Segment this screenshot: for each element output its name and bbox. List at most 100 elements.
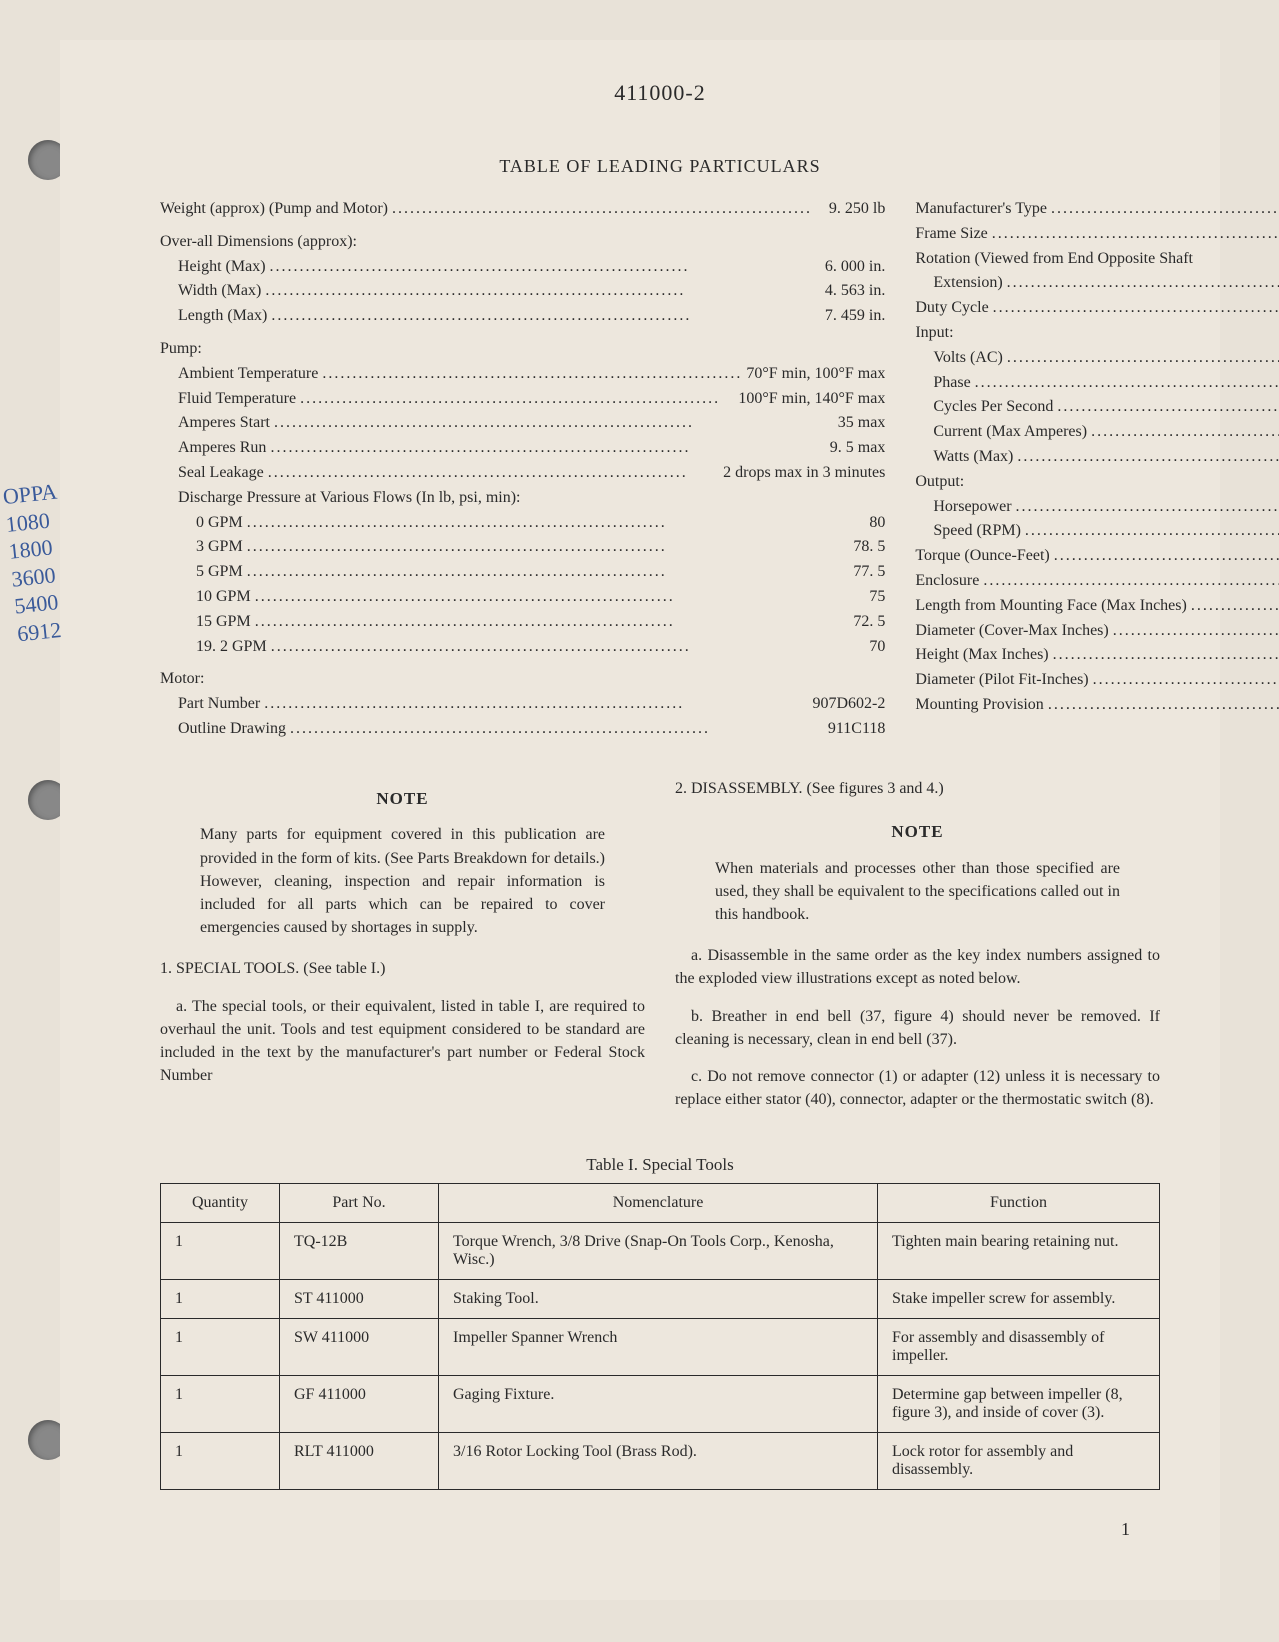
input-label: Input: xyxy=(915,321,1279,346)
spec-value: 2 drops max in 3 minutes xyxy=(723,461,885,486)
spec-label: 10 GPM xyxy=(196,585,251,610)
rotation-label: Rotation (Viewed from End Opposite Shaft xyxy=(915,247,1279,272)
spec-label: Length from Mounting Face (Max Inches) xyxy=(915,594,1186,619)
spec-label: Width (Max) xyxy=(178,279,261,304)
col-quantity: Quantity xyxy=(161,1184,280,1223)
cell-nomen: Gaging Fixture. xyxy=(439,1376,878,1433)
spec-label: Torque (Ounce-Feet) xyxy=(915,544,1049,569)
spec-label: Extension) xyxy=(933,271,1002,296)
cell-partno: RLT 411000 xyxy=(280,1433,439,1490)
cell-nomen: Staking Tool. xyxy=(439,1280,878,1319)
section-2-para-c: c. Do not remove connector (1) or adapte… xyxy=(675,1065,1160,1111)
spec-label: 3 GPM xyxy=(196,535,243,560)
spec-label: Ambient Temperature xyxy=(178,362,318,387)
body-right-col: 2. DISASSEMBLY. (See figures 3 and 4.) N… xyxy=(675,767,1160,1126)
spec-label: Cycles Per Second xyxy=(933,395,1053,420)
cell-qty: 1 xyxy=(161,1280,280,1319)
cell-partno: TQ-12B xyxy=(280,1223,439,1280)
body-columns: NOTE Many parts for equipment covered in… xyxy=(160,767,1160,1126)
section-1-title: 1. SPECIAL TOOLS. (See table I.) xyxy=(160,957,645,980)
cell-qty: 1 xyxy=(161,1433,280,1490)
section-2-title: 2. DISASSEMBLY. (See figures 3 and 4.) xyxy=(675,777,1160,800)
table-row: 1GF 411000Gaging Fixture.Determine gap b… xyxy=(161,1376,1160,1433)
spec-label: Amperes Run xyxy=(178,436,266,461)
pump-label: Pump: xyxy=(160,337,885,362)
col-nomenclature: Nomenclature xyxy=(439,1184,878,1223)
spec-label: Fluid Temperature xyxy=(178,387,296,412)
overall-label: Over-all Dimensions (approx): xyxy=(160,230,885,255)
spec-label: Length (Max) xyxy=(178,304,267,329)
spec-label: 5 GPM xyxy=(196,560,243,585)
section-2-para-b: b. Breather in end bell (37, figure 4) s… xyxy=(675,1005,1160,1051)
cell-partno: ST 411000 xyxy=(280,1280,439,1319)
spec-value: 75 xyxy=(869,585,885,610)
document-number: 411000-2 xyxy=(160,80,1160,106)
cell-func: Determine gap between impeller (8, figur… xyxy=(878,1376,1160,1433)
spec-value: 4. 563 in. xyxy=(825,279,885,304)
spec-label: Diameter (Pilot Fit-Inches) xyxy=(915,668,1088,693)
spec-label: Current (Max Amperes) xyxy=(933,420,1087,445)
motor-label: Motor: xyxy=(160,667,885,692)
spec-label: Height (Max Inches) xyxy=(915,643,1048,668)
particulars-right-col: Manufacturer's TypeAS Frame Size310 Rota… xyxy=(915,197,1279,742)
particulars-columns: Weight (approx) (Pump and Motor) 9. 250 l… xyxy=(160,197,1160,742)
output-label: Output: xyxy=(915,470,1279,495)
spec-label: Seal Leakage xyxy=(178,461,264,486)
spec-label: Phase xyxy=(933,371,970,396)
spec-label: Outline Drawing xyxy=(178,717,286,742)
spec-value: 9. 250 lb xyxy=(829,197,885,222)
spec-value: 907D602-2 xyxy=(812,692,885,717)
spec-label: Watts (Max) xyxy=(933,445,1013,470)
spec-label: Duty Cycle xyxy=(915,296,988,321)
cell-nomen: 3/16 Rotor Locking Tool (Brass Rod). xyxy=(439,1433,878,1490)
spec-value: 9. 5 max xyxy=(830,436,886,461)
cell-func: Stake impeller screw for assembly. xyxy=(878,1280,1160,1319)
table-row: 1RLT 4110003/16 Rotor Locking Tool (Bras… xyxy=(161,1433,1160,1490)
cell-qty: 1 xyxy=(161,1223,280,1280)
particulars-title: TABLE OF LEADING PARTICULARS xyxy=(160,156,1160,177)
spec-value: 77. 5 xyxy=(853,560,885,585)
note-text: When materials and processes other than … xyxy=(675,857,1160,927)
note-heading: NOTE xyxy=(675,820,1160,845)
cell-func: For assembly and disassembly of impeller… xyxy=(878,1319,1160,1376)
spec-label: Weight (approx) (Pump and Motor) xyxy=(160,197,388,222)
document-page: 411000-2 TABLE OF LEADING PARTICULARS We… xyxy=(60,40,1220,1600)
table-row: 1TQ-12BTorque Wrench, 3/8 Drive (Snap-On… xyxy=(161,1223,1160,1280)
spec-value: 70°F min, 100°F max xyxy=(746,362,885,387)
note-heading: NOTE xyxy=(160,787,645,812)
spec-value: 100°F min, 140°F max xyxy=(738,387,885,412)
body-left-col: NOTE Many parts for equipment covered in… xyxy=(160,767,645,1126)
cell-partno: SW 411000 xyxy=(280,1319,439,1376)
page-number: 1 xyxy=(1121,1519,1130,1540)
spec-value: 72. 5 xyxy=(853,610,885,635)
spec-value: 70 xyxy=(869,635,885,660)
cell-func: Lock rotor for assembly and disassembly. xyxy=(878,1433,1160,1490)
spec-label: Frame Size xyxy=(915,222,987,247)
spec-label: 15 GPM xyxy=(196,610,251,635)
spec-label: Mounting Provision xyxy=(915,693,1043,718)
tools-table: Quantity Part No. Nomenclature Function … xyxy=(160,1183,1160,1490)
spec-value: 80 xyxy=(869,511,885,536)
table-row: 1SW 411000Impeller Spanner WrenchFor ass… xyxy=(161,1319,1160,1376)
spec-value: 78. 5 xyxy=(853,535,885,560)
cell-partno: GF 411000 xyxy=(280,1376,439,1433)
spec-label: Volts (AC) xyxy=(933,346,1003,371)
spec-label: Speed (RPM) xyxy=(933,519,1021,544)
tools-table-caption: Table I. Special Tools xyxy=(160,1155,1160,1175)
spec-label: 0 GPM xyxy=(196,511,243,536)
cell-qty: 1 xyxy=(161,1319,280,1376)
spec-label: Height (Max) xyxy=(178,255,266,280)
spec-label: Horsepower xyxy=(933,495,1011,520)
section-2-para-a: a. Disassemble in the same order as the … xyxy=(675,944,1160,990)
spec-value: 35 max xyxy=(838,411,886,436)
section-1-para-a: a. The special tools, or their equivalen… xyxy=(160,995,645,1088)
spec-value: 911C118 xyxy=(828,717,885,742)
col-partno: Part No. xyxy=(280,1184,439,1223)
cell-nomen: Impeller Spanner Wrench xyxy=(439,1319,878,1376)
table-header-row: Quantity Part No. Nomenclature Function xyxy=(161,1184,1160,1223)
spec-value: 6. 000 in. xyxy=(825,255,885,280)
note-text: Many parts for equipment covered in this… xyxy=(160,823,645,939)
spec-label: Diameter (Cover-Max Inches) xyxy=(915,619,1108,644)
spec-value: 7. 459 in. xyxy=(825,304,885,329)
spec-label: Amperes Start xyxy=(178,411,270,436)
